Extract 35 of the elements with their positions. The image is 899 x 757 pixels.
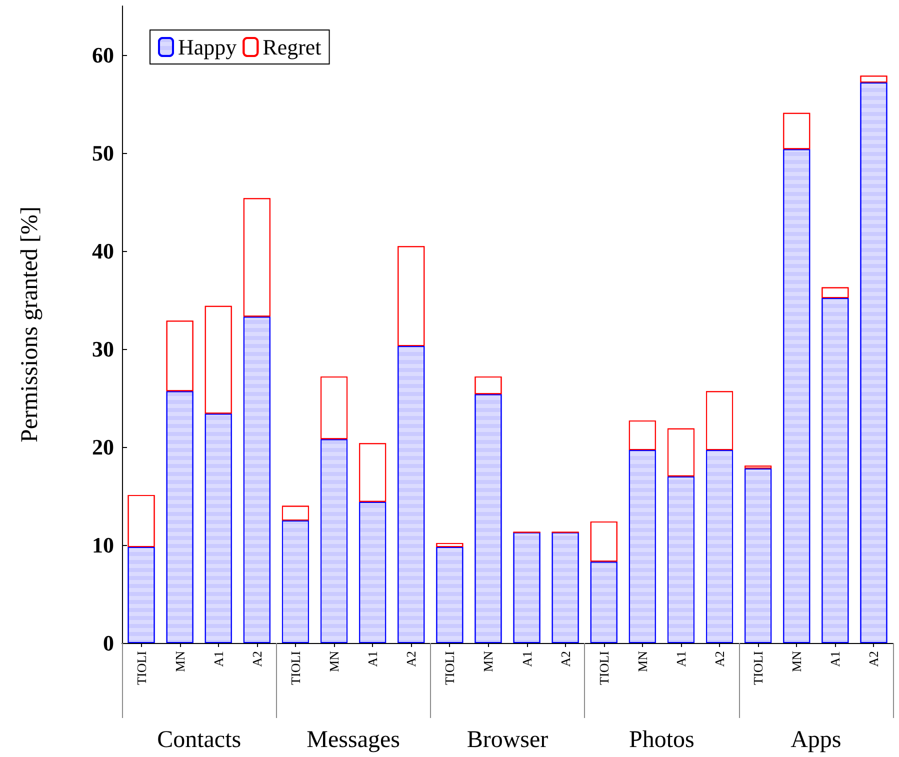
text: Photos [629,727,694,753]
x-tick-label: A1 [365,651,380,667]
x-tick-label: TIOLI [288,651,303,685]
x-tick-label: MN [789,650,804,672]
x-tick-label: MN [634,650,650,672]
x-tick-label: A2 [866,651,882,667]
x-tick-label: TIOLI [596,651,612,685]
x-tick-label: A2 [558,651,573,667]
x-tick-label: MN [326,650,342,672]
x-tick-label: A1 [210,651,226,667]
legend-label: Happy [178,34,237,60]
x-tick-label: TIOLI [442,651,458,685]
y-axis-title: Permissions granted [%] [17,206,43,442]
x-tick-label: A1 [673,651,688,667]
text: Apps [790,727,842,753]
y-tick-label: 10 [92,532,114,558]
x-tick-label: A1 [828,651,843,667]
x-tick-label: TIOLI [750,651,766,685]
text: Messages [306,727,400,753]
x-tick-label: A1 [519,651,534,667]
legend-label: Regret [262,34,322,60]
y-tick-label: 50 [92,140,114,166]
x-tick-label: MN [172,650,188,672]
y-tick-label: 30 [92,336,114,362]
y-tick-label: 20 [92,434,114,460]
y-tick-label: 60 [92,42,114,68]
y-tick-label: 0 [103,630,114,656]
x-tick-label: A2 [712,651,728,667]
x-tick-label: A2 [249,651,264,667]
x-tick-label: A2 [404,651,419,667]
y-tick-label: 40 [92,238,114,264]
text: Browser [466,727,548,753]
x-tick-label: TIOLI [134,651,149,685]
text: Contacts [157,727,242,753]
x-tick-label: MN [480,650,496,672]
